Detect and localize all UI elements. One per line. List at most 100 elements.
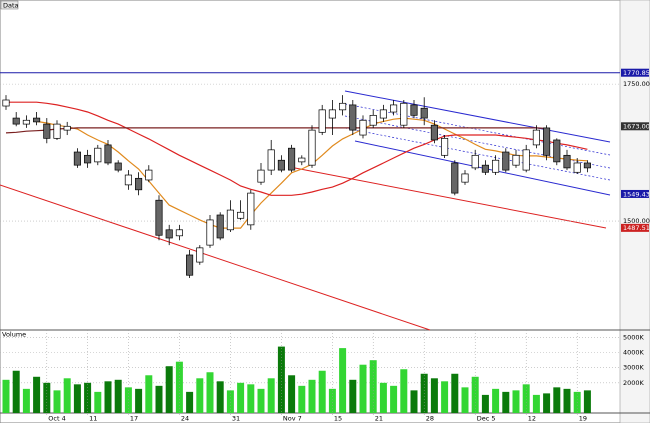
volume-bar <box>359 364 367 413</box>
volume-bar <box>43 382 51 413</box>
candle-body <box>206 219 214 246</box>
candle-body <box>135 177 143 191</box>
volume-bar <box>267 378 275 413</box>
volume-bar <box>124 387 132 413</box>
candle-body <box>216 214 224 239</box>
x-tick-label: Dec 5 <box>477 415 496 423</box>
candle-body <box>430 124 438 141</box>
candle-body <box>441 137 449 156</box>
volume-bar <box>328 388 336 413</box>
volume-bar <box>237 382 245 413</box>
y-tick-label: 4000K <box>623 349 645 357</box>
candle-body <box>451 162 459 194</box>
candle-body <box>573 162 581 173</box>
x-tick-label: 12 <box>528 415 536 423</box>
price-tag-label: 1673.00 <box>623 123 650 131</box>
volume-bar <box>135 388 143 413</box>
candle-body <box>318 109 326 133</box>
moving-average <box>5 127 547 134</box>
candle-body <box>583 162 591 169</box>
x-tick-label: 31 <box>232 415 240 423</box>
x-tick-label: 28 <box>426 415 434 423</box>
volume-bar <box>84 382 92 413</box>
candle-body <box>553 139 561 163</box>
candle-body <box>563 154 571 169</box>
x-tick-label: 15 <box>334 415 342 423</box>
volume-bar <box>298 385 306 413</box>
candle-body <box>257 169 265 183</box>
candle-body <box>22 119 30 125</box>
candle-body <box>502 151 510 171</box>
candle-body <box>339 102 347 111</box>
volume-title: Volume <box>2 331 26 339</box>
candle-body <box>53 123 61 139</box>
volume-bar <box>583 390 591 413</box>
candle-body <box>73 151 81 166</box>
candle-body <box>63 125 71 131</box>
candle-body <box>84 154 92 164</box>
candle-body <box>196 247 204 263</box>
x-tick-label: Oct 4 <box>48 415 65 423</box>
x-tick-label: 19 <box>579 415 587 423</box>
volume-bar <box>53 390 61 413</box>
volume-bar <box>451 373 459 413</box>
volume-bar <box>400 369 408 413</box>
channel-mid <box>344 127 611 181</box>
volume-bar <box>390 385 398 413</box>
volume-bar <box>369 360 377 413</box>
y-tick-label: 1500.00 <box>623 217 650 225</box>
volume-bar <box>63 378 71 413</box>
candle-body <box>33 117 41 123</box>
candle-body <box>481 164 489 173</box>
volume-bar <box>308 379 316 413</box>
volume-bar <box>349 379 357 413</box>
channel-line <box>344 90 611 143</box>
candle-body <box>277 159 285 171</box>
volume-bar <box>155 385 163 413</box>
candle-body <box>369 114 377 126</box>
candle-body <box>400 102 408 126</box>
y-tick-label: 1750.00 <box>623 80 650 88</box>
candle-body <box>471 154 479 169</box>
volume-bar <box>145 375 153 413</box>
volume-bar <box>94 391 102 413</box>
candle-body <box>288 147 296 171</box>
volume-bar <box>12 370 20 413</box>
volume-bar <box>532 394 540 413</box>
volume-bar <box>73 384 81 413</box>
x-tick-label: 24 <box>181 415 189 423</box>
volume-bar <box>318 370 326 413</box>
candle-body <box>461 173 469 183</box>
volume-bar <box>512 390 520 413</box>
y-tick-label: 2000K <box>623 379 645 387</box>
volume-bar <box>186 391 194 413</box>
price-tag-label: 1549.43 <box>623 190 650 198</box>
x-tick-label: 17 <box>130 415 138 423</box>
volume-bar <box>104 381 112 413</box>
volume-bar <box>216 381 224 413</box>
candle-body <box>43 123 51 139</box>
trendline <box>294 167 607 229</box>
volume-bar <box>441 381 449 413</box>
volume-bar <box>410 390 418 413</box>
price-axis-strip <box>619 0 650 423</box>
candle-body <box>226 209 234 231</box>
x-tick-label: Nov 7 <box>283 415 302 423</box>
volume-bar <box>339 348 347 413</box>
volume-bar <box>165 366 173 413</box>
moving-average <box>6 101 588 196</box>
price-tag <box>621 122 649 131</box>
price-tag <box>621 223 649 232</box>
volume-bar <box>430 378 438 413</box>
candle-body <box>522 149 530 171</box>
volume-bar <box>379 382 387 413</box>
candle-body <box>308 129 316 166</box>
title-box <box>0 0 19 10</box>
price-tag <box>621 68 649 77</box>
trendline <box>0 184 431 331</box>
candle-body <box>237 211 245 219</box>
volume-bar <box>471 376 479 413</box>
volume-bar <box>114 379 122 413</box>
y-tick-label: 5000K <box>623 334 645 342</box>
